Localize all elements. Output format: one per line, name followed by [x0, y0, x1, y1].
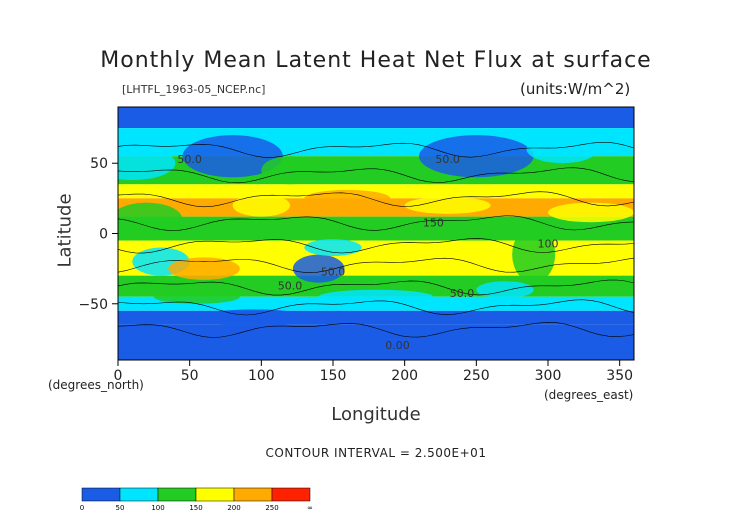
colorbar-level-label: 200: [227, 504, 240, 512]
contour-line-2: [118, 191, 634, 208]
y-tick-label: 0: [99, 227, 108, 243]
flux-region-14: [548, 202, 634, 223]
x-tick-label: 50: [181, 368, 199, 384]
contour-label: 150: [423, 216, 444, 229]
x-tick-label: 250: [463, 368, 490, 384]
flux-region-12: [404, 196, 491, 214]
flux-region-16: [318, 289, 434, 304]
contour-line-3: [118, 215, 634, 231]
y-axis-sublabel: (degrees_north): [48, 378, 144, 392]
contour-label: 50.0: [177, 153, 202, 166]
flux-region-3: [419, 135, 534, 178]
contour-line-5: [118, 257, 634, 274]
units-label: (units:W/m^2): [520, 80, 631, 98]
flux-region-8: [292, 254, 345, 283]
x-tick-label: 300: [535, 368, 562, 384]
flux-region-2: [261, 156, 319, 185]
colorbar-level-label: 150: [189, 504, 202, 512]
flux-band-6: [118, 233, 634, 241]
flux-band-5: [118, 216, 634, 234]
contour-label: 0.00: [385, 339, 410, 352]
contour-line-6: [118, 279, 634, 296]
y-tick-label: 50: [90, 156, 108, 172]
contour-line-7: [118, 299, 634, 316]
colorbar-swatch-3: [195, 487, 235, 502]
contour-line-8: [118, 322, 634, 338]
flux-region-4: [526, 135, 599, 164]
flux-region-13: [354, 250, 455, 273]
flux-region-19: [196, 309, 312, 327]
flux-region-11: [304, 189, 391, 207]
y-tick-label: −50: [78, 297, 108, 313]
flux-band-3: [118, 184, 634, 199]
colorbar-swatch-0: [81, 487, 121, 502]
flux-band-11: [118, 324, 634, 360]
contour-label: 50.0: [435, 153, 460, 166]
contour-line-0: [118, 142, 634, 158]
colorbar-swatch-5: [271, 487, 311, 502]
colorbar-level-label: 50: [116, 504, 125, 512]
contour-label: 100: [538, 238, 559, 251]
colorbar-swatch-4: [233, 487, 273, 502]
contour-line-4: [118, 238, 634, 254]
x-tick-label: 150: [320, 368, 347, 384]
contour-label: 50.0: [278, 280, 303, 293]
colorbar-level-label: 0: [80, 504, 84, 512]
x-tick-label: 100: [248, 368, 275, 384]
flux-region-10: [168, 257, 240, 280]
x-tick-label: 200: [391, 368, 418, 384]
contour-interval-label: CONTOUR INTERVAL = 2.500E+01: [265, 446, 487, 460]
flux-region-17: [476, 281, 534, 299]
flux-band-0: [118, 107, 634, 129]
flux-region-9: [512, 226, 556, 283]
colorbar-swatch-2: [157, 487, 197, 502]
flux-region-15: [153, 289, 240, 304]
flux-region-5: [118, 202, 183, 237]
file-label: [LHTFL_1963-05_NCEP.nc]: [122, 83, 266, 96]
colorbar-level-label: ∞: [307, 504, 313, 512]
x-tick-label: 350: [606, 368, 633, 384]
contour-label: 50.0: [450, 287, 475, 300]
colorbar-level-label: 250: [265, 504, 278, 512]
chart-title: Monthly Mean Latent Heat Net Flux at sur…: [100, 48, 652, 73]
x-tick-label: 0: [114, 368, 123, 384]
x-axis-sublabel: (degrees_east): [544, 388, 634, 402]
contour-label: 50.0: [321, 266, 346, 279]
colorbar-level-label: 100: [151, 504, 164, 512]
flux-region-6: [232, 194, 290, 217]
flux-region-1: [182, 135, 283, 178]
contour-line-1: [118, 167, 634, 184]
flux-region-18: [304, 239, 362, 256]
x-axis-label: Longitude: [331, 404, 421, 425]
colorbar-swatch-1: [119, 487, 159, 502]
